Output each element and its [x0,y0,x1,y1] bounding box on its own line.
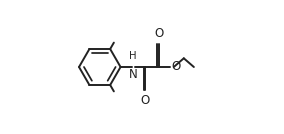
Text: O: O [171,60,180,74]
Text: O: O [141,94,150,107]
Text: N: N [128,68,137,81]
Text: O: O [154,27,163,40]
Text: H: H [129,51,137,61]
